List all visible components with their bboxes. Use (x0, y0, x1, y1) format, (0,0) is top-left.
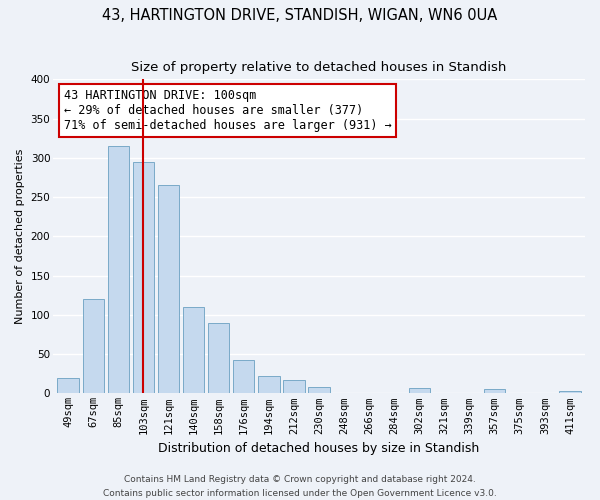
Bar (258, 376, 280, 394)
Bar (559, 391, 581, 394)
Bar (83, 299, 104, 394)
Bar (107, 146, 129, 394)
Text: 43, HARTINGTON DRIVE, STANDISH, WIGAN, WN6 0UA: 43, HARTINGTON DRIVE, STANDISH, WIGAN, W… (103, 8, 497, 22)
Bar (484, 390, 505, 394)
Bar (233, 360, 254, 394)
Bar (409, 388, 430, 394)
Title: Size of property relative to detached houses in Standish: Size of property relative to detached ho… (131, 60, 507, 74)
X-axis label: Distribution of detached houses by size in Standish: Distribution of detached houses by size … (158, 442, 479, 455)
Bar (158, 186, 179, 394)
Bar (133, 162, 154, 394)
Bar (58, 378, 79, 394)
Bar (308, 387, 330, 394)
Text: 43 HARTINGTON DRIVE: 100sqm
← 29% of detached houses are smaller (377)
71% of se: 43 HARTINGTON DRIVE: 100sqm ← 29% of det… (64, 89, 391, 132)
Bar (283, 380, 305, 394)
Bar (183, 307, 204, 394)
Bar (208, 322, 229, 394)
Text: Contains HM Land Registry data © Crown copyright and database right 2024.
Contai: Contains HM Land Registry data © Crown c… (103, 476, 497, 498)
Y-axis label: Number of detached properties: Number of detached properties (15, 148, 25, 324)
